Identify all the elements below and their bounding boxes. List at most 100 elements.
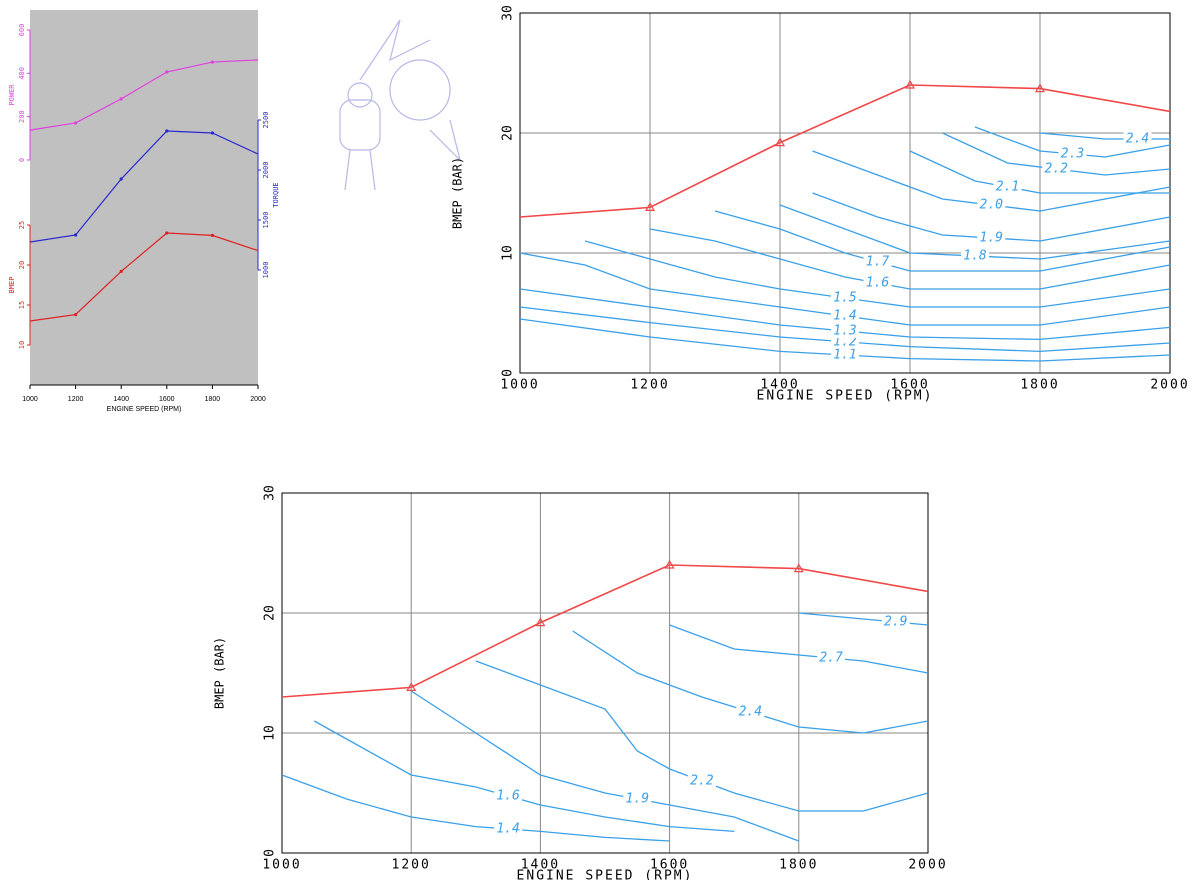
watermark [339, 19, 462, 191]
contour-label-bg [863, 276, 892, 290]
y-tick-label: 20 [501, 125, 516, 141]
contour-line [812, 150, 1171, 212]
contour-label-bg [494, 822, 523, 836]
x-tick-label: 1400 [760, 378, 799, 393]
contour-label-bg [977, 198, 1006, 212]
contour-line [475, 660, 929, 812]
y-tick-label: 600 [18, 24, 26, 37]
contour-label: 2.9 [884, 615, 907, 630]
x-tick-label: 1800 [779, 858, 818, 873]
contour-label-bg [1058, 147, 1087, 161]
max-bmep-marker [406, 682, 417, 691]
series-line [29, 130, 259, 243]
max-bmep-marker [644, 202, 656, 211]
series-marker [119, 269, 123, 273]
x-tick-label: 1200 [392, 858, 431, 873]
y-tick-label: 2500 [262, 112, 270, 129]
contour-label-bg [961, 249, 989, 263]
max-bmep-line [519, 84, 1171, 218]
contour-label: 1.1 [833, 348, 856, 363]
contour-label: 2.2 [690, 774, 714, 789]
contour-label-bg [831, 324, 859, 338]
x-tick-label: 2000 [250, 396, 266, 403]
contour-line [519, 252, 1171, 326]
contour-line [649, 228, 1171, 290]
y-tick-label: 200 [18, 110, 26, 123]
x-tick-label: 1200 [68, 396, 84, 403]
contour-label-bg [993, 180, 1022, 194]
y-tick-label: 15 [18, 301, 26, 309]
y-tick-label: 400 [18, 67, 26, 80]
contour-line [313, 720, 735, 833]
x-tick-label: 1400 [521, 858, 560, 873]
series-marker [210, 60, 214, 64]
x-tick-label: 2000 [1150, 378, 1189, 393]
x-tick-label: 1600 [650, 858, 689, 873]
max-bmep-marker [904, 79, 916, 89]
contour-line [281, 774, 670, 842]
contour-line [584, 240, 1171, 308]
contour-label-bg [736, 705, 765, 719]
contour-line [669, 624, 929, 674]
contour-label-bg [831, 348, 859, 362]
series-marker [165, 129, 169, 133]
contour-label: 2.4 [739, 705, 762, 720]
series-marker [119, 177, 123, 181]
series-marker [74, 121, 78, 125]
contour-label: 2.3 [1061, 147, 1084, 162]
series-marker [165, 70, 169, 74]
contour-label: 1.9 [626, 792, 649, 807]
contour-label-bg [831, 334, 859, 349]
plot-frame [281, 492, 929, 854]
y-tick-label: 25 [18, 221, 26, 229]
y-tick-label: 0 [18, 158, 26, 162]
y-tick-label: 20 [263, 605, 278, 621]
x-tick-label: 1600 [159, 396, 175, 403]
series-marker [165, 231, 169, 235]
y-axis-label: BMEP (BAR) [451, 157, 465, 229]
x-axis-label: ENGINE SPEED (RPM) [107, 406, 182, 413]
contour-line [779, 204, 1171, 260]
y-tick-label: 1500 [262, 212, 270, 229]
contour-label: 2.7 [819, 651, 843, 666]
max-bmep-marker [793, 563, 804, 573]
contour-label: 1.8 [963, 249, 987, 264]
series-line [29, 59, 259, 131]
series-marker [119, 97, 123, 101]
y-axis-label: BMEP (BAR) [213, 637, 227, 709]
contour-label-bg [494, 789, 523, 803]
y-tick-label: 10 [18, 341, 26, 349]
y-tick-label: 30 [501, 5, 516, 21]
contour-label: 1.6 [496, 789, 520, 804]
contour-label: 1.2 [833, 334, 857, 349]
y-tick-label: 10 [501, 245, 516, 261]
contour-label: 2.4 [1126, 132, 1149, 147]
x-axis-label: ENGINE SPEED (RPM) [517, 869, 694, 880]
contour-line [812, 192, 1171, 242]
series-marker [210, 233, 214, 237]
contour-label: 1.4 [833, 309, 856, 324]
contour-label: 2.2 [1045, 162, 1069, 177]
x-tick-label: 1000 [262, 858, 301, 873]
contour-label-bg [1123, 132, 1152, 146]
contour-label: 1.7 [866, 255, 890, 270]
series-line [29, 232, 259, 322]
contour-label-bg [817, 651, 846, 665]
contour-line [714, 210, 1171, 272]
series-marker [74, 313, 78, 317]
max-bmep-marker [664, 559, 675, 569]
y-tick-label: 1000 [262, 262, 270, 279]
contour-label: 1.4 [496, 822, 519, 837]
contour-label: 1.9 [980, 231, 1003, 246]
y-tick-label: 0 [263, 849, 278, 857]
contour-label-bg [623, 792, 652, 806]
contour-label: 1.5 [833, 291, 857, 306]
max-bmep-marker [774, 137, 786, 147]
contour-label-bg [831, 309, 859, 323]
y-axis-label: TORQUE [272, 182, 280, 207]
plot-background [30, 10, 258, 385]
contour-label-bg [863, 255, 892, 269]
contour-line [410, 690, 800, 842]
contour-label-bg [831, 291, 859, 305]
